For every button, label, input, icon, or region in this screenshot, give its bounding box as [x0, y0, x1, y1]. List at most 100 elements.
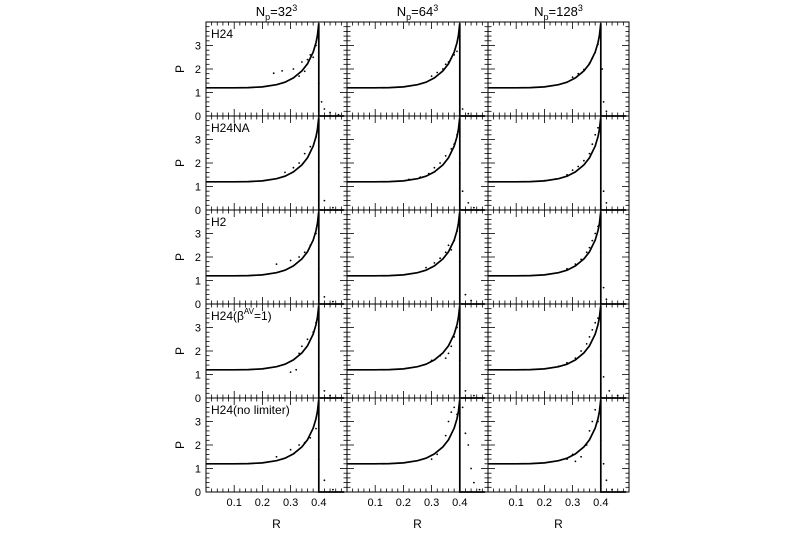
scatter-point [298, 256, 300, 258]
scatter-point [456, 413, 458, 416]
scatter-point [436, 71, 439, 74]
scatter-point [594, 232, 597, 235]
panel [487, 21, 630, 117]
scatter-point [309, 54, 312, 56]
scatter-point [332, 300, 334, 303]
scatter-point [309, 244, 312, 247]
scatter-point [450, 148, 453, 150]
scatter-point [312, 56, 315, 59]
scatter-point [298, 75, 300, 77]
scatter-point [566, 173, 568, 176]
scatter-point [585, 444, 588, 446]
scatter-point [315, 232, 317, 235]
panel [346, 209, 489, 305]
y-tick-label: 2 [195, 64, 201, 76]
scatter-point [599, 354, 602, 357]
x-tick-label: 0.4 [452, 497, 467, 509]
reference-curve [488, 399, 627, 493]
panel [487, 303, 630, 399]
scatter-point [303, 251, 306, 254]
row-label: H24 [211, 27, 233, 41]
scatter-point [292, 68, 295, 70]
row-label: H24(βAV=1) [211, 307, 272, 323]
y-tick-label: 2 [195, 252, 201, 264]
scatter-point [332, 206, 334, 209]
y-tick-label: 0 [195, 393, 201, 405]
scatter-point [317, 267, 320, 270]
panel [487, 115, 630, 211]
column-headers: Np=323 Np=643 Np=1283 [256, 3, 583, 22]
y-axis-label: P [173, 65, 187, 73]
y-tick-label: 3 [195, 135, 201, 147]
y-tick-label: 1 [195, 88, 201, 100]
scatter-point [317, 458, 320, 460]
scatter-point [301, 61, 303, 63]
scatter-point [583, 68, 585, 71]
panel-frame [487, 397, 630, 493]
scatter-point [585, 343, 588, 345]
reference-curve [206, 399, 345, 493]
panel-frame [346, 115, 489, 211]
y-tick-label: 3 [195, 229, 201, 241]
y-tick-label: 3 [195, 41, 201, 53]
scatter-point [456, 50, 458, 53]
reference-curve [206, 117, 345, 211]
scatter-point [284, 171, 286, 174]
scatter-point [456, 326, 458, 329]
scatter-point [467, 112, 470, 115]
y-tick-label: 3 [195, 323, 201, 335]
scatter-point [442, 68, 444, 70]
scatter-point [543, 179, 546, 182]
scatter-point [315, 427, 317, 430]
x-tick-label: 0.2 [537, 497, 552, 509]
scatter-point [289, 448, 292, 451]
scatter-point [602, 462, 605, 465]
scatter-point [461, 108, 464, 110]
scatter-point [444, 357, 447, 359]
x-axis-label: R [413, 517, 422, 531]
y-tick-label: 0 [195, 487, 201, 499]
scatter-point [444, 434, 447, 437]
scatter-point [444, 155, 447, 157]
scatter-point [309, 437, 312, 439]
scatter-point [433, 262, 436, 264]
scatter-point [458, 162, 461, 164]
scatter-point [588, 246, 591, 249]
reference-curve [347, 211, 486, 305]
scatter-point [295, 368, 298, 371]
y-tick-label: 0 [195, 205, 201, 217]
scatter-point [315, 44, 317, 47]
reference-curve [347, 23, 486, 117]
scatter-point [323, 479, 326, 482]
scatter-point [306, 58, 309, 61]
y-tick-label: 2 [195, 158, 201, 170]
panel-frame [487, 115, 630, 211]
scatter-point [298, 162, 300, 164]
scatter-point [323, 390, 326, 392]
scatter-point [588, 152, 591, 155]
scatter-point [425, 266, 427, 269]
axis-labels: P P P P P R R R [173, 65, 563, 531]
x-tick-label: 0.2 [255, 497, 270, 509]
scatter-point [470, 467, 472, 470]
scatter-point [470, 299, 472, 302]
scatter-point [312, 331, 315, 334]
x-tick-label: 0.1 [509, 497, 524, 509]
scatter-point [585, 251, 588, 254]
scatter-point [597, 420, 599, 423]
reference-curve [206, 211, 345, 305]
scatter-point [616, 394, 619, 397]
scatter-point [571, 169, 574, 172]
scatter-point [594, 408, 597, 411]
x-tick-label: 0.1 [368, 497, 383, 509]
scatter-point [453, 143, 456, 146]
panel [346, 115, 489, 211]
panel: 0.1 0.2 0.3 0.4 [487, 397, 630, 509]
scatter-point [467, 444, 470, 446]
scatter-point [602, 190, 605, 193]
scatter-point [320, 101, 323, 103]
scatter-point [599, 150, 602, 153]
reference-curve [206, 23, 345, 117]
scatter-point [444, 63, 447, 66]
scatter-point [591, 57, 594, 60]
